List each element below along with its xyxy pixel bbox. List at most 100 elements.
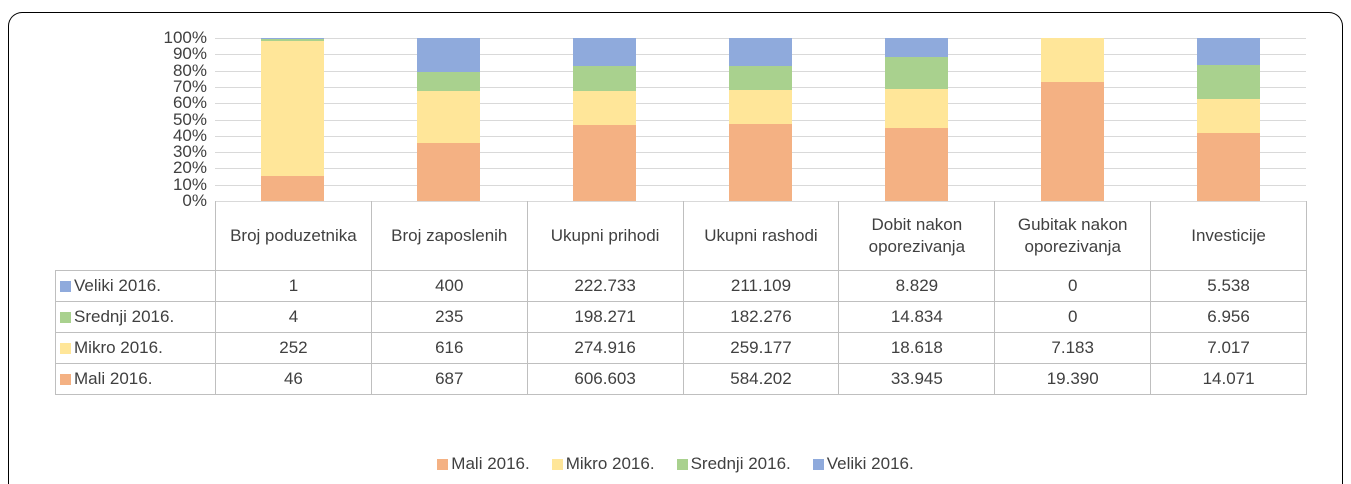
bar-segment [729, 38, 792, 66]
table-header: Broj poduzetnika [215, 201, 372, 271]
table-cell: 274.916 [526, 332, 684, 364]
bar-segment [884, 88, 948, 129]
table-cell: 18.618 [838, 332, 996, 364]
chart-frame [8, 12, 1343, 484]
bar-segment [417, 38, 481, 72]
row-name: Mikro 2016. [74, 338, 163, 357]
bar-segment [573, 90, 637, 126]
y-tick-label: 90% [172, 44, 207, 64]
table-cell: 584.202 [682, 363, 840, 395]
table-cell: 19.390 [994, 363, 1152, 395]
table-cell: 46 [215, 363, 372, 395]
legend-key [60, 342, 71, 354]
bar-segment [1196, 64, 1260, 99]
table-cell: 400 [370, 270, 528, 302]
table-header: Ukupni prihodi [526, 201, 684, 271]
y-tick-label: 60% [172, 93, 207, 113]
bar-segment [884, 128, 948, 201]
bar-segment [417, 71, 481, 92]
row-name: Veliki 2016. [74, 276, 161, 295]
row-name: Srednji 2016. [74, 307, 175, 326]
table-cell: 33.945 [838, 363, 996, 395]
bar-segment [729, 65, 792, 90]
table-row-name: Srednji 2016. [55, 301, 216, 333]
table-row-name: Veliki 2016. [55, 270, 216, 302]
bar-segment [1040, 82, 1104, 201]
bar-segment [261, 40, 325, 177]
bar-segment [1040, 38, 1104, 83]
table-row-name: Mikro 2016. [55, 332, 216, 364]
table-cell: 252 [215, 332, 372, 364]
bar-segment [729, 89, 792, 124]
y-tick-label: 50% [172, 109, 207, 129]
table-row-name: Mali 2016. [55, 363, 216, 395]
table-cell: 1 [215, 270, 372, 302]
bar-segment [573, 125, 637, 201]
legend-key [812, 458, 824, 470]
y-tick-label: 0% [182, 191, 207, 210]
table-cell: 198.271 [526, 301, 684, 333]
table-cell: 222.733 [526, 270, 684, 302]
bar-segment [417, 91, 481, 144]
bar-segment [573, 38, 637, 66]
table-cell: 606.603 [526, 363, 684, 395]
legend-item: Mikro 2016. [551, 454, 655, 474]
table-cell: 0 [994, 270, 1152, 302]
legend-label: Mali 2016. [451, 454, 530, 473]
table-header: Investicije [1150, 201, 1307, 271]
table-cell: 0 [994, 301, 1152, 333]
table-cell: 7.017 [1150, 332, 1307, 364]
table-cell: 211.109 [682, 270, 840, 302]
y-tick-label: 70% [172, 76, 207, 96]
bar-segment [729, 124, 792, 201]
legend-key [60, 373, 71, 385]
table-cell: 7.183 [994, 332, 1152, 364]
table-header: Broj zaposlenih [370, 201, 528, 271]
legend-key [437, 458, 449, 470]
y-tick-label: 100% [163, 28, 207, 47]
y-tick-label: 20% [172, 158, 207, 178]
bar-segment [417, 143, 481, 201]
legend-item: Mali 2016. [437, 454, 530, 474]
legend-key [60, 311, 71, 323]
bar-segment [1196, 98, 1260, 133]
table-header: Dobit nakon oporezivanja [838, 201, 996, 271]
bar-segment [1196, 132, 1260, 201]
table-cell: 616 [370, 332, 528, 364]
legend-label: Mikro 2016. [565, 454, 655, 473]
table-cell: 14.071 [1150, 363, 1307, 395]
legend-item: Srednji 2016. [676, 454, 791, 474]
row-name: Mali 2016. [74, 369, 153, 388]
legend-key [551, 458, 563, 470]
table-header: Ukupni rashodi [682, 201, 840, 271]
table-cell: 182.276 [682, 301, 840, 333]
legend-key [676, 458, 688, 470]
table-cell: 14.834 [838, 301, 996, 333]
table-cell: 5.538 [1150, 270, 1307, 302]
table-cell: 687 [370, 363, 528, 395]
bar-segment [261, 176, 325, 201]
legend: Mali 2016. Mikro 2016. Srednji 2016. Veliki… [0, 452, 1351, 476]
table-cell: 8.829 [838, 270, 996, 302]
y-tick-label: 40% [172, 125, 207, 145]
y-tick-label: 30% [172, 142, 207, 162]
table-header: Gubitak nakon oporezivanja [994, 201, 1152, 271]
bar-segment [884, 56, 948, 89]
table-cell: 4 [215, 301, 372, 333]
legend-label: Veliki 2016. [826, 454, 914, 473]
bar-segment [1196, 38, 1260, 65]
grid-line [215, 201, 1306, 202]
y-tick-label: 10% [172, 174, 207, 194]
bar-segment [884, 38, 948, 57]
table-cell: 6.956 [1150, 301, 1307, 333]
bar-segment [261, 38, 325, 41]
table-cell: 259.177 [682, 332, 840, 364]
legend-key [60, 280, 71, 292]
legend-item: Veliki 2016. [812, 454, 914, 474]
table-cell: 235 [370, 301, 528, 333]
bar-segment [261, 38, 325, 39]
y-tick-label: 80% [172, 60, 207, 80]
legend-label: Srednji 2016. [690, 454, 791, 473]
bar-segment [573, 65, 637, 91]
